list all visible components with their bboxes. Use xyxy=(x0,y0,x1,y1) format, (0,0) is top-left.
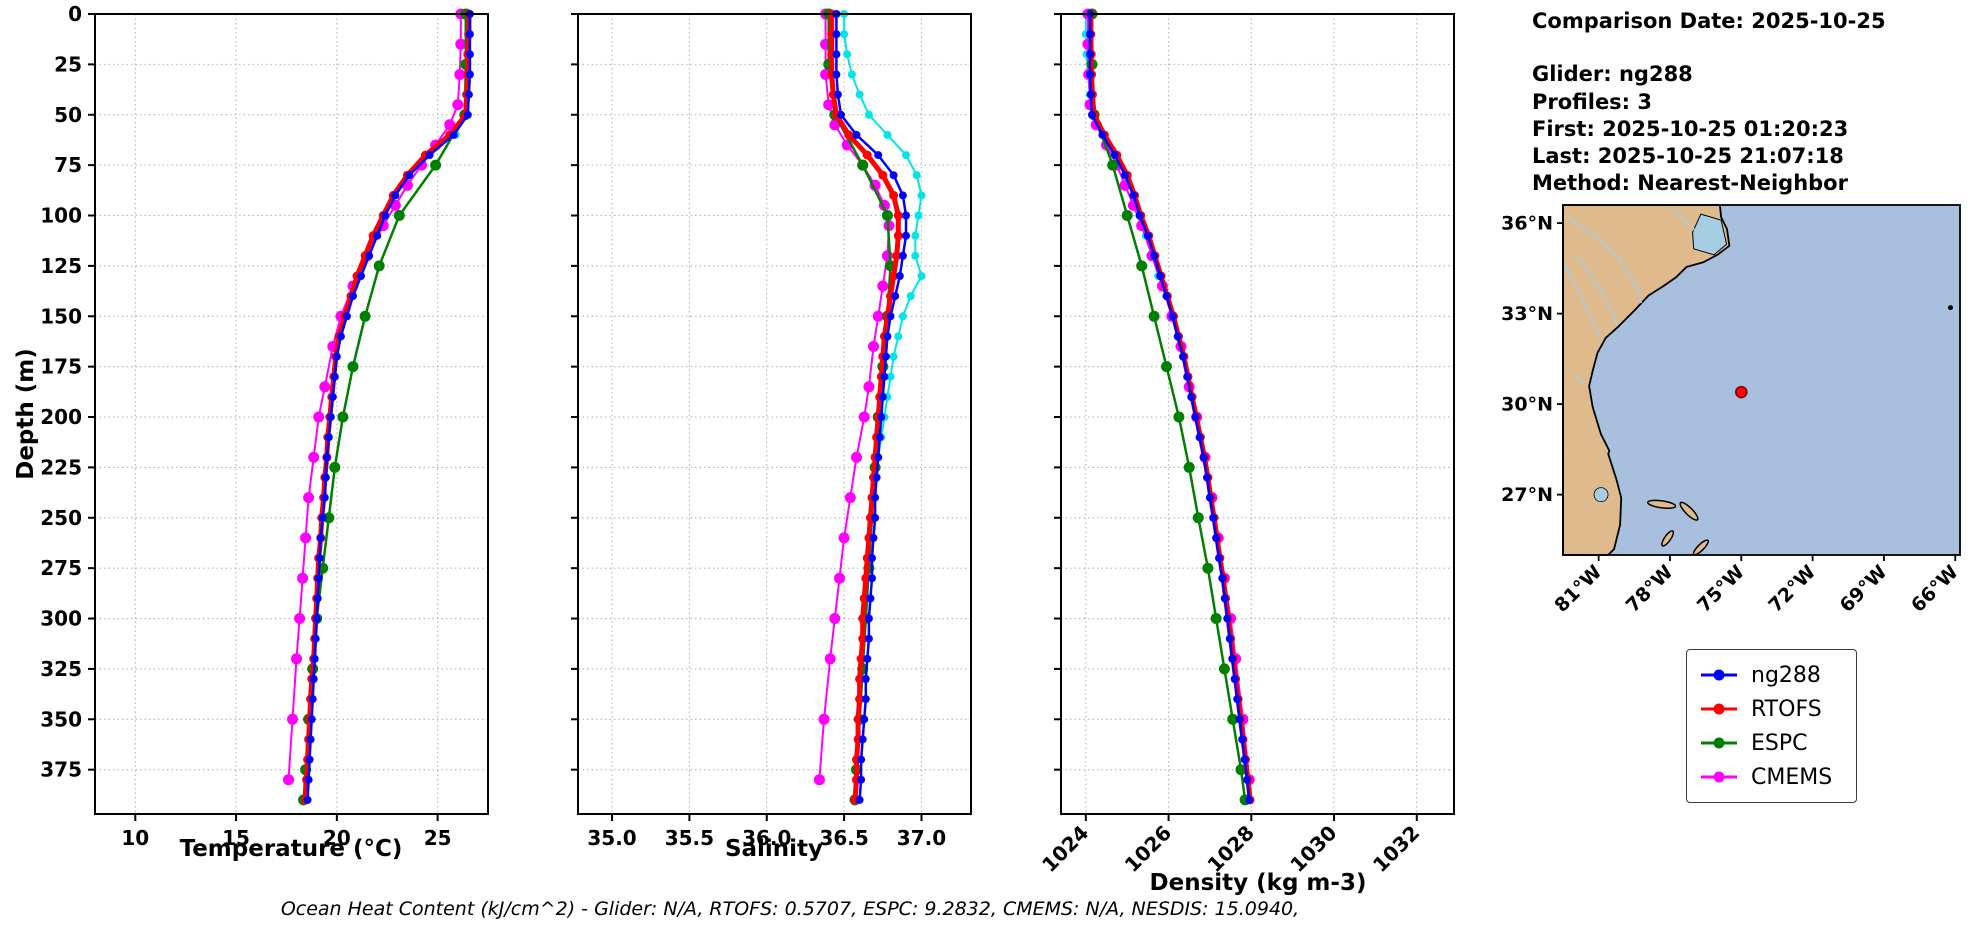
svg-text:30°N: 30°N xyxy=(1501,394,1553,416)
density-profile-chart: 1024 1026 1028 1030 1032 xyxy=(1037,8,1455,877)
svg-text:375: 375 xyxy=(40,758,82,782)
svg-text:125: 125 xyxy=(40,254,82,278)
legend-item-rtofs: RTOFS xyxy=(1699,692,1832,726)
svg-text:1032: 1032 xyxy=(1368,821,1424,877)
svg-text:75: 75 xyxy=(54,153,82,177)
svg-text:325: 325 xyxy=(40,657,82,681)
svg-text:35.5: 35.5 xyxy=(665,826,714,850)
glider-name-text: Glider: ng288 xyxy=(1532,62,1693,87)
svg-text:33°N: 33°N xyxy=(1501,303,1553,325)
svg-text:50: 50 xyxy=(54,103,82,127)
salinity-profile-chart: 35.0 35.5 36.0 36.5 37.0 xyxy=(571,8,972,850)
legend-label: ng288 xyxy=(1751,662,1821,688)
comparison-date-text: Comparison Date: 2025-10-25 xyxy=(1532,9,1886,33)
svg-text:100: 100 xyxy=(40,204,82,228)
svg-text:36°N: 36°N xyxy=(1501,213,1553,235)
svg-text:1024: 1024 xyxy=(1037,821,1093,877)
legend-item-espc: ESPC xyxy=(1699,726,1832,760)
depth-axis-label: Depth (m) xyxy=(13,348,39,480)
svg-text:25: 25 xyxy=(424,826,452,850)
svg-text:36.0: 36.0 xyxy=(742,826,791,850)
info-spacer xyxy=(1532,35,1886,61)
svg-text:36.5: 36.5 xyxy=(819,826,868,850)
last-profile-time-text: Last: 2025-10-25 21:07:18 xyxy=(1532,144,1844,169)
density-axis-label: Density (kg m-3) xyxy=(1149,870,1367,896)
method-text: Method: Nearest-Neighbor xyxy=(1532,171,1848,196)
temperature-axis-label: Temperature (°C) xyxy=(179,836,403,862)
svg-text:250: 250 xyxy=(40,506,82,530)
legend: ng288 RTOFS ESPC CMEMS xyxy=(1686,649,1858,803)
svg-text:300: 300 xyxy=(40,607,82,631)
svg-text:350: 350 xyxy=(40,707,82,731)
legend-label: ESPC xyxy=(1751,730,1808,756)
svg-text:78°W: 78°W xyxy=(1622,561,1678,617)
svg-text:225: 225 xyxy=(40,455,82,479)
svg-text:81°W: 81°W xyxy=(1550,561,1606,617)
svg-text:69°W: 69°W xyxy=(1836,561,1892,617)
legend-item-ng288: ng288 xyxy=(1699,658,1832,692)
svg-text:27°N: 27°N xyxy=(1501,484,1553,506)
svg-text:1026: 1026 xyxy=(1120,821,1176,877)
svg-text:75°W: 75°W xyxy=(1693,561,1749,617)
svg-text:37.0: 37.0 xyxy=(897,826,946,850)
profiles-count-text: Profiles: 3 xyxy=(1532,89,1653,114)
svg-text:175: 175 xyxy=(40,355,82,379)
legend-item-cmems: CMEMS xyxy=(1699,760,1832,794)
svg-text:10: 10 xyxy=(121,826,149,850)
salinity-axis-label: Salinity xyxy=(724,836,824,862)
line-marker-icon xyxy=(1701,771,1737,783)
location-map: 36°N 33°N 30°N 27°N 81°W 78°W 75°W 72°W 69°W 66°W xyxy=(1501,204,1963,617)
svg-text:20: 20 xyxy=(323,826,351,850)
svg-text:200: 200 xyxy=(40,405,82,429)
svg-text:35.0: 35.0 xyxy=(587,826,636,850)
svg-text:15: 15 xyxy=(222,826,250,850)
legend-label: CMEMS xyxy=(1751,764,1833,790)
comparison-info: Comparison Date: 2025-10-25 Glider: ng28… xyxy=(1532,8,1886,198)
svg-text:25: 25 xyxy=(54,52,82,76)
svg-text:1028: 1028 xyxy=(1202,821,1258,877)
svg-text:150: 150 xyxy=(40,304,82,328)
svg-text:1030: 1030 xyxy=(1285,821,1341,877)
line-marker-icon xyxy=(1701,737,1737,749)
ocean-heat-content-note: Ocean Heat Content (kJ/cm^2) - Glider: N… xyxy=(280,898,1300,920)
svg-text:275: 275 xyxy=(40,556,82,580)
legend-label: RTOFS xyxy=(1751,696,1822,722)
first-profile-time-text: First: 2025-10-25 01:20:23 xyxy=(1532,116,1849,141)
svg-text:66°W: 66°W xyxy=(1907,561,1963,617)
line-marker-icon xyxy=(1701,703,1737,715)
svg-text:0: 0 xyxy=(68,2,82,26)
line-marker-icon xyxy=(1701,669,1737,681)
temperature-profile-chart: 10 15 20 2502550751001251501752002252502753… xyxy=(40,2,489,850)
svg-text:72°W: 72°W xyxy=(1764,561,1820,617)
